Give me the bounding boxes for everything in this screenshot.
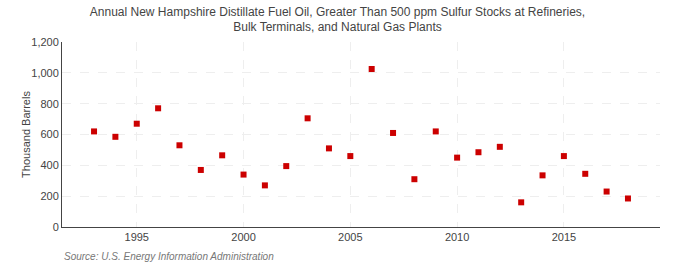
svg-text:Thousand Barrels: Thousand Barrels [20,91,32,178]
svg-text:2005: 2005 [338,231,362,243]
svg-text:2000: 2000 [231,231,255,243]
svg-text:1,000: 1,000 [31,67,59,79]
svg-text:1995: 1995 [125,231,149,243]
svg-text:800: 800 [40,98,58,110]
svg-text:Annual New Hampshire Distillat: Annual New Hampshire Distillate Fuel Oil… [90,5,585,35]
svg-text:2015: 2015 [552,231,576,243]
svg-text:200: 200 [40,190,58,202]
svg-text:1,200: 1,200 [31,36,59,48]
svg-text:0: 0 [53,221,59,233]
svg-text:Source: U.S. Energy Informatio: Source: U.S. Energy Information Administ… [64,251,274,262]
svg-text:2010: 2010 [445,231,469,243]
svg-text:600: 600 [40,128,58,140]
svg-text:400: 400 [40,159,58,171]
